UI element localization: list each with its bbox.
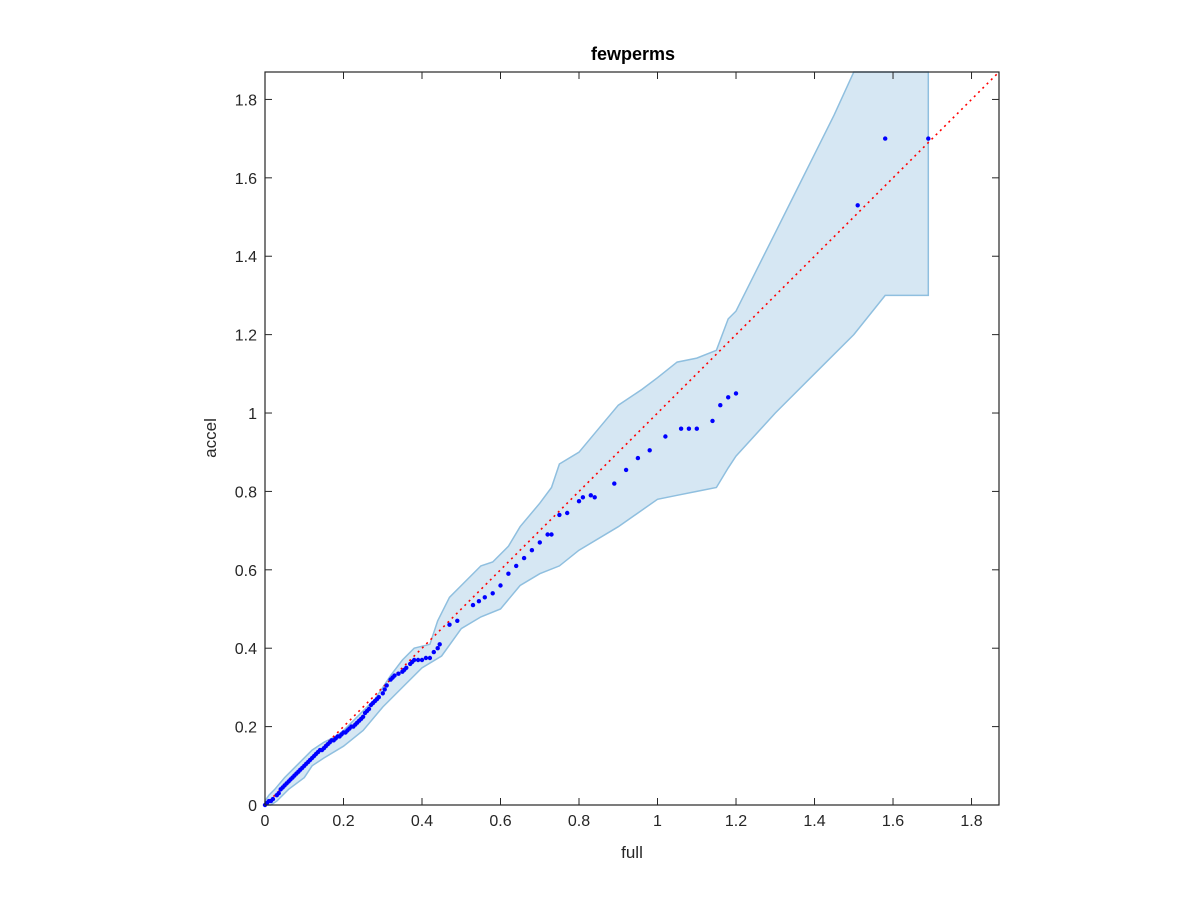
data-point (647, 448, 652, 453)
data-point (733, 391, 739, 396)
x-tick-label: 1.4 (803, 813, 825, 830)
x-tick-label: 0 (261, 813, 270, 830)
data-point (537, 540, 542, 545)
data-point (549, 532, 554, 537)
data-point (437, 642, 442, 647)
data-point (506, 571, 511, 576)
y-tick-label: 1.8 (235, 92, 257, 109)
data-point (612, 481, 617, 486)
data-point (384, 683, 389, 688)
y-tick-label: 1.4 (235, 249, 257, 266)
data-point (710, 418, 715, 424)
data-point (592, 495, 597, 500)
data-point (412, 657, 417, 663)
y-axis-ticks: 0 0.2 0.4 0.6 0.8 1 1.2 1.4 1.6 1.8 (235, 92, 999, 815)
data-point (392, 673, 397, 678)
data-point (415, 657, 421, 663)
x-tick-label: 0.8 (568, 813, 590, 830)
data-point (470, 602, 476, 608)
data-point (718, 403, 723, 408)
data-point (476, 599, 482, 604)
data-point (529, 548, 535, 553)
data-point (694, 426, 699, 431)
x-tick-label: 1 (653, 813, 662, 830)
x-axis-ticks: 0 0.2 0.4 0.6 0.8 1 1.2 1.4 1.6 1.8 (261, 72, 983, 830)
y-tick-label: 0.8 (235, 484, 257, 501)
data-point (490, 591, 495, 596)
data-point (376, 695, 381, 700)
data-point (565, 510, 570, 516)
data-point (576, 499, 582, 504)
y-axis-label: accel (201, 418, 220, 458)
confidence-band (264, 71, 930, 806)
data-point (623, 467, 629, 473)
x-tick-label: 1.2 (725, 813, 747, 830)
data-point (423, 655, 429, 661)
data-point (686, 426, 692, 431)
axes-box (264, 71, 1000, 806)
y-tick-label: 0.6 (235, 563, 257, 580)
data-point (557, 512, 562, 518)
data-point (514, 563, 519, 569)
x-axis-label: full (621, 843, 643, 862)
data-point (435, 646, 440, 651)
data-point (580, 495, 586, 500)
data-point (678, 426, 684, 431)
data-point (431, 649, 436, 655)
data-point (380, 691, 385, 696)
y-tick-label: 0.4 (235, 641, 257, 658)
data-point (427, 655, 433, 661)
reference-line (264, 71, 1000, 806)
x-tick-label: 0.2 (332, 813, 354, 830)
data-point (926, 136, 931, 141)
x-tick-label: 1.6 (882, 813, 904, 830)
y-tick-label: 0.2 (235, 720, 257, 737)
data-point (396, 671, 401, 676)
y-tick-label: 1.6 (235, 171, 257, 188)
x-tick-label: 0.6 (489, 813, 511, 830)
data-point (447, 622, 452, 627)
chart-title: fewperms (591, 44, 675, 64)
data-point (382, 687, 387, 692)
plot-area (262, 71, 1000, 808)
data-point (498, 583, 503, 588)
data-point (276, 791, 281, 796)
data-point (726, 395, 731, 400)
data-point (404, 665, 409, 670)
data-point (366, 706, 372, 712)
y-tick-label: 1 (248, 406, 257, 423)
data-point (545, 532, 550, 537)
data-points (262, 136, 931, 808)
data-point (419, 657, 425, 663)
data-point (521, 555, 527, 561)
data-point (455, 618, 460, 623)
data-point (270, 796, 276, 802)
y-tick-label: 1.2 (235, 328, 257, 345)
data-point (883, 136, 888, 141)
data-point (855, 203, 860, 208)
data-point (635, 455, 641, 461)
x-tick-label: 0.4 (411, 813, 433, 830)
data-point (663, 434, 668, 439)
data-point (360, 714, 366, 719)
x-tick-label: 1.8 (960, 813, 982, 830)
y-tick-label: 0 (248, 798, 257, 815)
data-point (588, 493, 593, 498)
data-point (482, 595, 487, 600)
